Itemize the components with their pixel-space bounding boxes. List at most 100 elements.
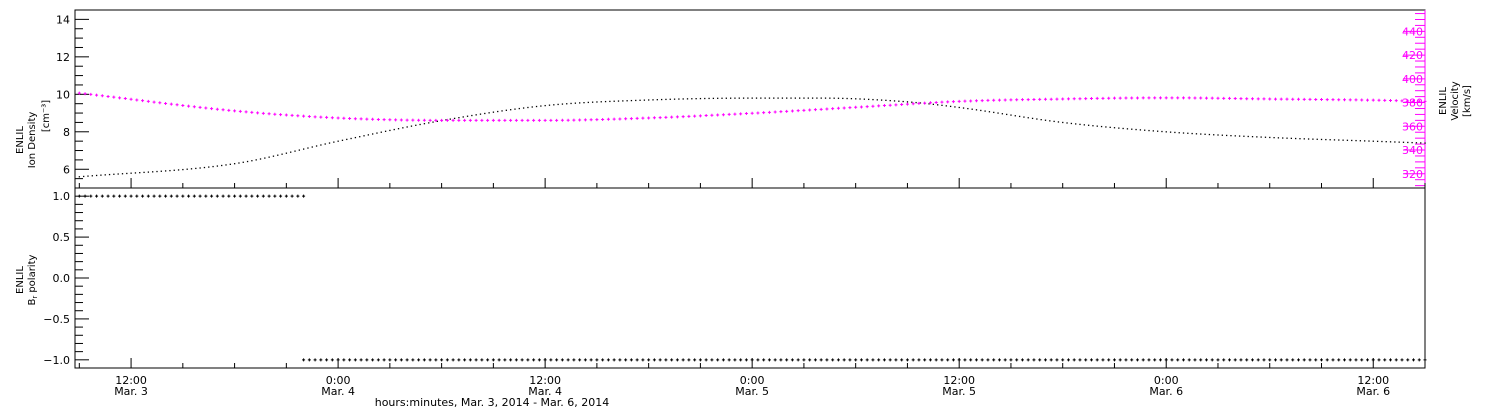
polarity-point: [520, 358, 524, 362]
polarity-point: [560, 358, 564, 362]
velocity-point: [618, 117, 622, 121]
density-axis-ticks: 6 8 10 12 14: [56, 9, 89, 189]
density-point: [134, 172, 137, 174]
polarity-point: [526, 358, 530, 362]
velocity-point: [210, 107, 214, 111]
velocity-point: [595, 118, 599, 122]
density-point: [1415, 142, 1418, 144]
velocity-point: [135, 98, 139, 102]
density-point: [889, 99, 891, 102]
velocity-point: [348, 116, 352, 120]
density-point: [699, 97, 702, 100]
polarity-point: [1371, 358, 1375, 362]
velocity-point: [1377, 98, 1381, 102]
density-point: [1282, 137, 1284, 139]
density-point: [958, 106, 960, 109]
density-tick-label: 6: [63, 163, 70, 176]
density-point: [458, 117, 460, 119]
density-point: [83, 175, 85, 178]
density-point: [751, 97, 753, 99]
polarity-point: [865, 358, 869, 362]
velocity-point: [244, 110, 248, 114]
density-point: [790, 97, 792, 99]
polarity-point: [118, 194, 122, 198]
density-point: [182, 168, 184, 171]
density-point: [359, 136, 361, 138]
velocity-point: [1193, 96, 1197, 100]
density-point: [673, 98, 676, 100]
velocity-point: [727, 112, 731, 116]
density-point: [354, 136, 357, 139]
velocity-point: [77, 91, 81, 95]
density-point: [1079, 123, 1081, 126]
polarity-point: [710, 358, 714, 362]
polarity-point: [129, 194, 133, 198]
velocity-point: [934, 100, 938, 104]
velocity-point: [1210, 96, 1214, 100]
density-point: [712, 97, 715, 100]
velocity-point: [365, 117, 369, 121]
polarity-point: [336, 358, 340, 362]
density-point: [1144, 129, 1146, 131]
velocity-point: [227, 108, 231, 112]
velocity-point: [1066, 97, 1070, 101]
density-point: [1346, 139, 1349, 141]
polarity-point: [572, 358, 576, 362]
density-point: [1148, 129, 1150, 132]
velocity-point: [330, 116, 334, 120]
polarity-point: [1360, 358, 1364, 362]
polarity-point: [1348, 358, 1352, 362]
polarity-point: [261, 194, 265, 198]
polarity-point: [1181, 358, 1185, 362]
velocity-point: [1337, 98, 1341, 102]
polarity-point: [1015, 358, 1019, 362]
velocity-point: [997, 98, 1001, 102]
velocity-point: [445, 118, 449, 122]
density-point: [397, 128, 400, 130]
polarity-point: [773, 358, 777, 362]
polarity-point: [434, 358, 438, 362]
polarity-point: [204, 194, 208, 198]
polarity-point: [1256, 358, 1260, 362]
density-point: [1187, 132, 1189, 134]
polarity-point: [704, 358, 708, 362]
density-point: [1295, 137, 1297, 140]
polarity-point: [509, 358, 513, 362]
density-point: [1407, 141, 1409, 144]
density-point: [1372, 140, 1374, 142]
density-point: [652, 99, 654, 101]
density-point: [768, 97, 771, 99]
velocity-point: [1026, 98, 1030, 102]
density-point: [561, 103, 564, 105]
density-point: [704, 97, 706, 100]
density-point: [1113, 127, 1116, 129]
density-point: [833, 97, 835, 99]
polarity-point: [744, 358, 748, 362]
polarity-point: [819, 358, 823, 362]
velocity-point: [946, 100, 950, 104]
polarity-point: [716, 358, 720, 362]
density-point: [1118, 127, 1120, 129]
velocity-point: [1222, 96, 1226, 100]
density-point: [962, 107, 965, 109]
velocity-point: [164, 101, 168, 105]
density-point: [1303, 138, 1305, 140]
velocity-point: [1365, 98, 1369, 102]
velocity-point: [589, 118, 593, 122]
polarity-point: [733, 358, 737, 362]
density-point: [203, 166, 206, 169]
density-point: [1376, 140, 1379, 143]
density-point: [993, 111, 995, 114]
polarity-point: [405, 358, 409, 362]
density-point: [1221, 134, 1223, 136]
polarity-point: [831, 358, 835, 362]
density-point: [242, 161, 244, 163]
time-tick-label: 0:00: [1154, 374, 1179, 387]
density-point: [941, 104, 943, 106]
density-point: [893, 100, 896, 102]
velocity-axis-title-line2: Velocity: [1450, 81, 1461, 120]
velocity-point: [514, 118, 518, 122]
polarity-point: [365, 358, 369, 362]
polarity-point: [762, 358, 766, 362]
polarity-point: [388, 358, 392, 362]
